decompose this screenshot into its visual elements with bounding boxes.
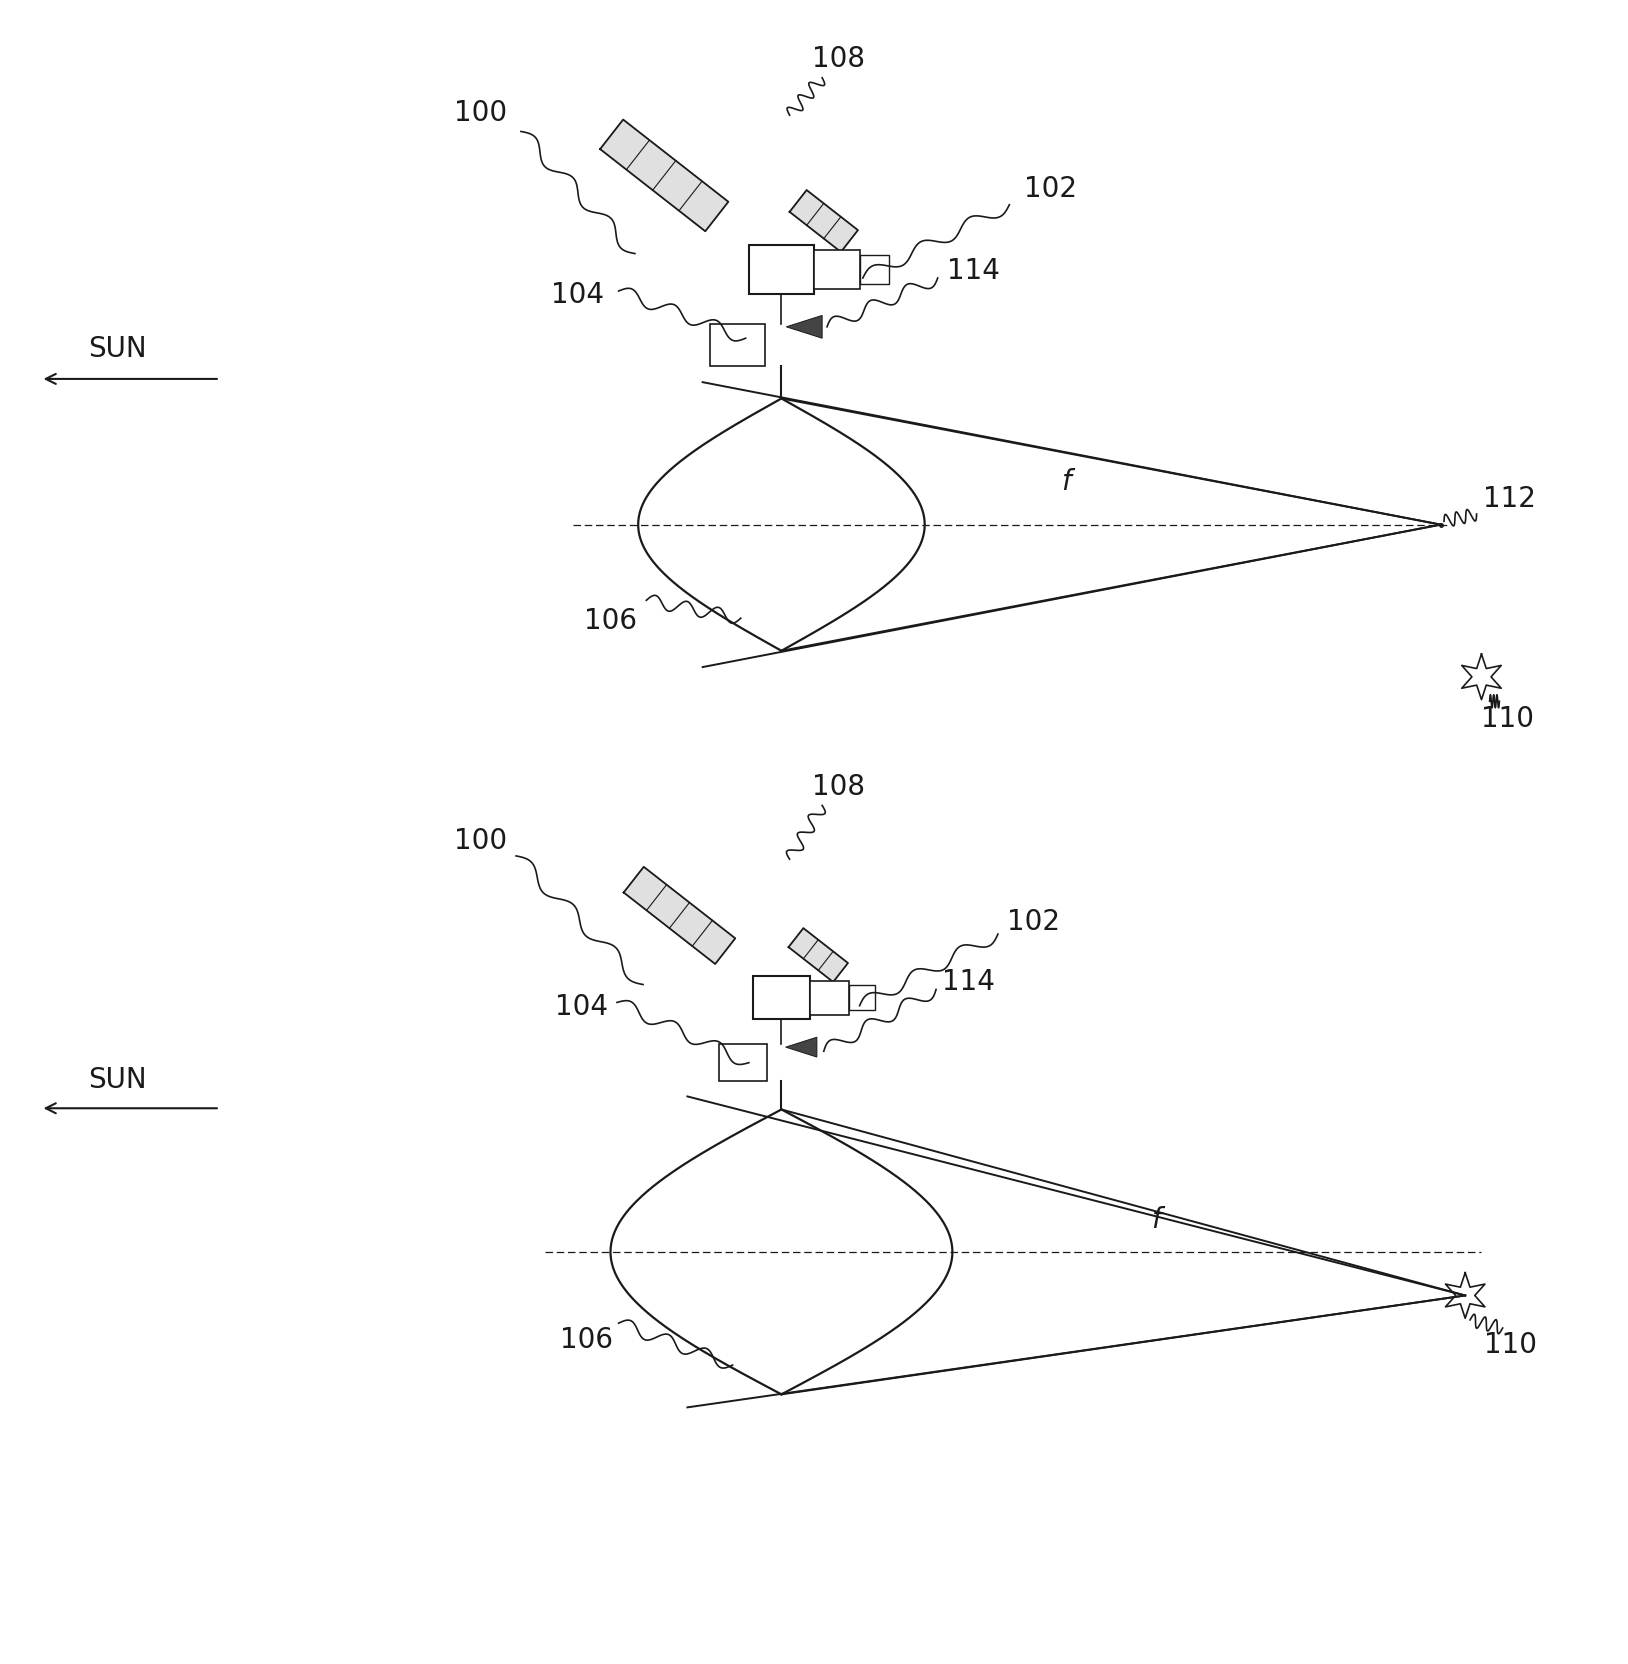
Text: 102: 102 [1008, 907, 1060, 935]
Bar [809, 982, 850, 1015]
Text: 112: 112 [1483, 484, 1535, 513]
Bar [710, 324, 765, 366]
Text: 108: 108 [812, 45, 864, 73]
Text: f: f [1151, 1205, 1161, 1233]
Text: 108: 108 [812, 772, 864, 800]
Text: 114: 114 [943, 968, 995, 995]
Text: 110: 110 [1485, 1331, 1537, 1358]
Polygon shape [786, 1038, 817, 1057]
Polygon shape [624, 867, 736, 965]
Text: 102: 102 [1024, 175, 1076, 203]
Text: 106: 106 [560, 1326, 612, 1353]
Bar [860, 256, 889, 285]
Text: 114: 114 [947, 256, 1000, 285]
Text: 100: 100 [454, 98, 506, 126]
Text: SUN: SUN [88, 1065, 147, 1093]
Polygon shape [790, 191, 858, 253]
Bar [850, 985, 874, 1010]
Text: 104: 104 [555, 992, 607, 1020]
Text: 110: 110 [1481, 704, 1534, 732]
Polygon shape [786, 316, 822, 339]
Polygon shape [788, 929, 848, 982]
Text: f: f [1061, 468, 1071, 496]
Bar [720, 1045, 767, 1082]
Bar [754, 977, 809, 1018]
Bar [814, 251, 860, 290]
Text: 100: 100 [454, 825, 506, 854]
Text: 104: 104 [552, 281, 604, 310]
Text: 106: 106 [584, 606, 637, 634]
Text: SUN: SUN [88, 334, 147, 363]
Polygon shape [601, 120, 728, 231]
Bar [749, 246, 814, 295]
